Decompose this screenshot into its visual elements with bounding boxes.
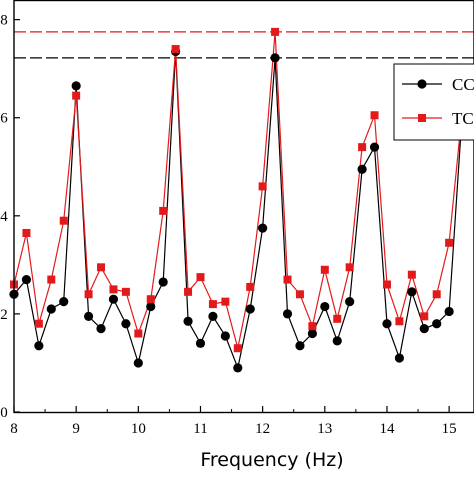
data-point-tc [196,273,205,282]
data-point-cc [146,301,156,312]
data-point-tc [146,295,155,304]
data-point-cc [245,304,255,314]
data-point-tc [370,111,379,120]
legend-label-tc: TC [452,109,474,128]
data-point-cc [357,164,367,174]
x-tick-label: 12 [255,421,270,437]
y-tick-label: 4 [0,209,8,225]
data-point-tc [358,143,367,152]
data-point-tc [84,290,93,299]
data-point-tc [320,265,329,274]
data-point-cc [307,328,317,339]
x-axis-title: Frequency (Hz) [200,449,343,471]
data-point-tc [445,238,454,247]
legend-box [393,63,474,141]
data-point-tc [407,270,416,279]
data-point-tc [109,285,118,294]
data-point-cc [369,142,380,152]
data-point-tc [34,319,43,328]
plot-frame [13,0,474,414]
y-tick-label: 0 [0,405,8,421]
x-tick-label: 11 [193,421,207,437]
data-point-cc [233,363,243,373]
data-point-tc [72,91,81,100]
data-point-tc [171,45,180,54]
data-point-tc [159,206,168,215]
x-tick-label: 9 [72,421,80,437]
data-point-cc [71,81,81,91]
x-tick-label: 10 [131,421,146,437]
data-point-cc [295,341,305,351]
data-point-tc [271,27,280,36]
data-point-cc [83,311,94,321]
data-point-cc [444,306,454,317]
data-point-cc [394,353,405,363]
data-point-tc [308,322,317,331]
data-point-cc [432,319,442,329]
data-point-tc [295,290,304,299]
data-point-tc [121,287,130,296]
data-point-tc [208,300,217,309]
data-point-tc [22,228,31,237]
y-tick-label: 6 [0,111,8,127]
legend-marker-cc [417,79,427,89]
data-point-cc [46,304,56,314]
axes: 8 9 10 11 12 13 14 15 0 2 4 6 8 [0,0,474,437]
data-point-cc [258,223,268,233]
data-point-tc [395,317,404,326]
x-tick-label: 13 [317,421,332,437]
data-point-cc [121,319,131,329]
data-point-cc [220,331,230,341]
data-point-cc [108,294,119,304]
data-point-cc [270,53,280,63]
data-point-cc [407,287,417,297]
data-point-cc [183,316,193,326]
plot-area [9,27,474,373]
data-point-cc [332,336,342,346]
data-point-tc [283,275,292,284]
y-tick-label: 2 [0,307,8,323]
data-point-tc [184,287,193,296]
data-point-tc [134,329,143,338]
data-point-tc [221,297,230,306]
data-point-cc [282,309,293,319]
x-tick-label: 8 [10,421,18,437]
data-point-tc [97,263,106,272]
data-point-cc [419,324,429,334]
data-point-cc [34,341,44,351]
y-tick-label: 8 [0,13,8,29]
data-point-cc [382,319,392,329]
data-point-cc [320,301,330,312]
x-tick-label: 14 [379,421,395,437]
data-point-cc [158,277,168,287]
data-point-tc [246,282,255,291]
data-point-cc [59,297,69,307]
data-point-tc [233,344,242,353]
data-point-tc [382,280,391,289]
x-tick-label: 15 [442,421,457,437]
data-point-tc [333,314,342,323]
data-point-tc [59,216,68,225]
series-line-tc [13,31,474,349]
data-point-tc [47,275,56,284]
data-point-tc [432,290,441,299]
data-point-cc [21,274,32,285]
data-point-cc [195,338,206,348]
data-point-tc [258,182,267,191]
data-point-cc [96,324,106,334]
legend-label-cc: CC [452,75,474,94]
data-point-cc [345,297,355,307]
data-point-cc [208,311,218,321]
data-point-tc [345,263,354,272]
legend: CC TC [393,63,474,141]
data-point-cc [133,358,143,368]
legend-marker-tc [418,114,426,122]
data-point-tc [420,312,429,321]
